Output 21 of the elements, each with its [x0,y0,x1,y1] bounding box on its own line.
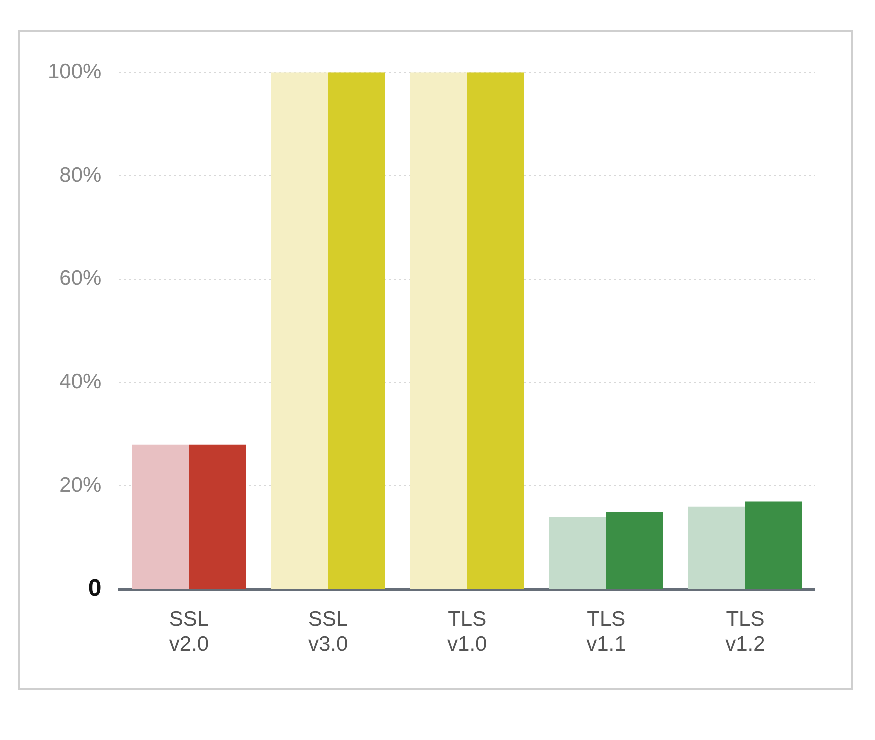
bar [745,502,802,590]
y-tick-label: 20% [60,474,102,497]
y-tick-label: 0 [88,575,102,602]
bar [328,72,386,590]
bar [549,517,606,590]
bar [688,506,746,590]
y-tick-label: 40% [60,370,102,394]
bar [467,72,524,590]
y-tick-label: 60% [60,267,102,290]
x-tick-label: TLS v1.1 [586,608,626,656]
y-tick-label: 80% [60,164,102,187]
x-tick-label: SSL v3.0 [308,608,348,656]
bar [606,512,664,590]
x-tick-label: SSL v2.0 [169,608,210,656]
bar [132,444,190,590]
x-tick-label: TLS v1.0 [448,608,488,656]
bar [271,72,328,590]
bar [410,72,468,590]
y-tick-label: 100% [48,60,102,84]
x-tick-label: TLS v1.2 [726,608,766,656]
bar [189,444,246,590]
